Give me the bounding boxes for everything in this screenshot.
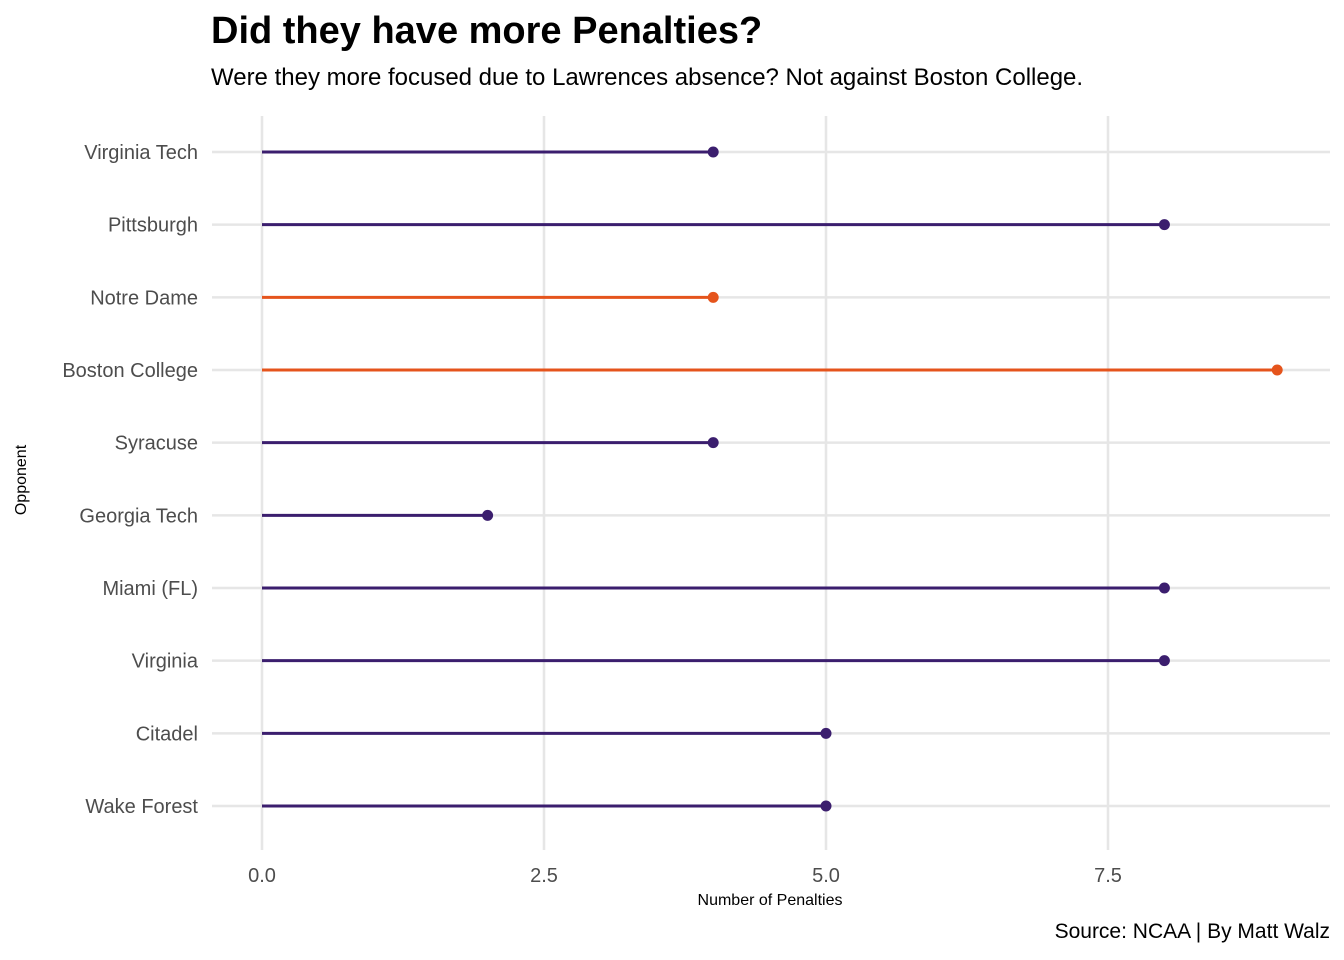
y-tick-label: Miami (FL): [102, 578, 198, 600]
lollipop-point: [1158, 219, 1170, 231]
y-tick-label: Notre Dame: [90, 287, 198, 309]
lollipop-point: [482, 509, 494, 521]
chart-marks: [262, 146, 1283, 812]
x-tick-label: 5.0: [812, 865, 840, 887]
lollipop-point: [820, 800, 832, 812]
x-tick-label: 0.0: [248, 865, 276, 887]
y-tick-label: Pittsburgh: [108, 215, 198, 237]
chart-title: Did they have more Penalties?: [211, 10, 763, 52]
lollipop-point: [707, 146, 719, 158]
lollipop-point: [1158, 582, 1170, 594]
x-tick-label: 2.5: [530, 865, 558, 887]
y-tick-label: Virginia: [132, 651, 199, 673]
x-axis-title: Number of Penalties: [698, 892, 843, 909]
y-tick-labels: Virginia Tech Pittsburgh Notre Dame Boston …: [62, 142, 199, 818]
x-tick-label: 7.5: [1094, 865, 1122, 887]
lollipop-point: [1271, 364, 1283, 376]
x-tick-labels: 0.0 2.5 5.0 7.5: [248, 865, 1122, 887]
y-tick-label: Wake Forest: [85, 796, 198, 818]
y-tick-label: Syracuse: [115, 433, 198, 455]
chart-subtitle: Were they more focused due to Lawrences …: [211, 64, 1084, 91]
lollipop-point: [1158, 655, 1170, 667]
y-axis-title: Opponent: [13, 444, 30, 515]
y-tick-label: Virginia Tech: [84, 142, 198, 164]
lollipop-point: [707, 437, 719, 449]
y-tick-label: Citadel: [136, 723, 198, 745]
lollipop-point: [820, 727, 832, 739]
chart-caption: Source: NCAA | By Matt Walz: [1054, 920, 1330, 943]
y-tick-label: Georgia Tech: [79, 505, 198, 527]
y-tick-label: Boston College: [62, 360, 198, 382]
lollipop-point: [707, 291, 719, 303]
